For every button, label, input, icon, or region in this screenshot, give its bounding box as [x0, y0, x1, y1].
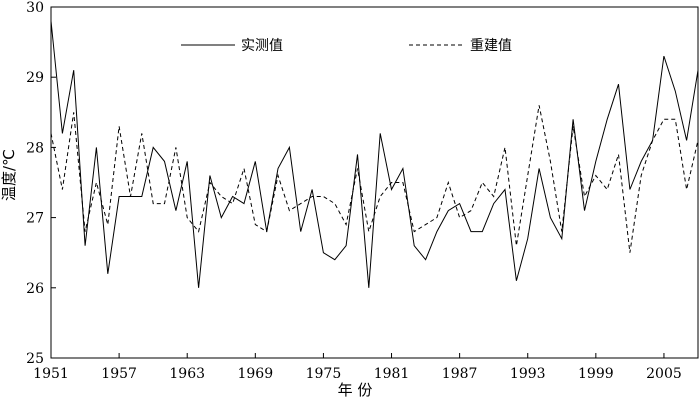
x-tick-label: 1993 [510, 366, 546, 382]
series-line-reconstructed [50, 105, 699, 253]
y-tick-label: 27 [26, 211, 44, 227]
x-tick-label: 1999 [578, 366, 614, 382]
plot-frame [50, 6, 699, 359]
y-tick-label: 25 [26, 351, 44, 367]
y-tick-label: 28 [26, 140, 44, 156]
y-tick-label: 30 [26, 0, 44, 16]
legend: 实测值 重建值 [181, 38, 512, 54]
series-layer [50, 20, 699, 288]
series-line-measured [50, 20, 699, 288]
x-tick-label: 1975 [306, 366, 342, 382]
x-axis-title: 年 份 [338, 381, 373, 399]
axes: 1951 1957 1963 1969 1975 1981 1987 1993 1999 2005… [26, 0, 699, 382]
legend-label-reconstructed: 重建值 [470, 38, 512, 54]
x-tick-label: 2005 [646, 366, 682, 382]
x-tick-label: 1963 [169, 366, 205, 382]
x-tick-label: 1951 [33, 366, 69, 382]
y-tick-label: 29 [26, 70, 44, 86]
x-tick-label: 1987 [442, 366, 478, 382]
y-tick-label: 26 [26, 281, 44, 297]
legend-label-measured: 实测值 [241, 38, 283, 54]
y-axis-title: 温度/℃ [0, 149, 18, 201]
x-tick-label: 1969 [237, 366, 273, 382]
x-tick-label: 1957 [101, 366, 137, 382]
x-tick-label: 1981 [374, 366, 410, 382]
